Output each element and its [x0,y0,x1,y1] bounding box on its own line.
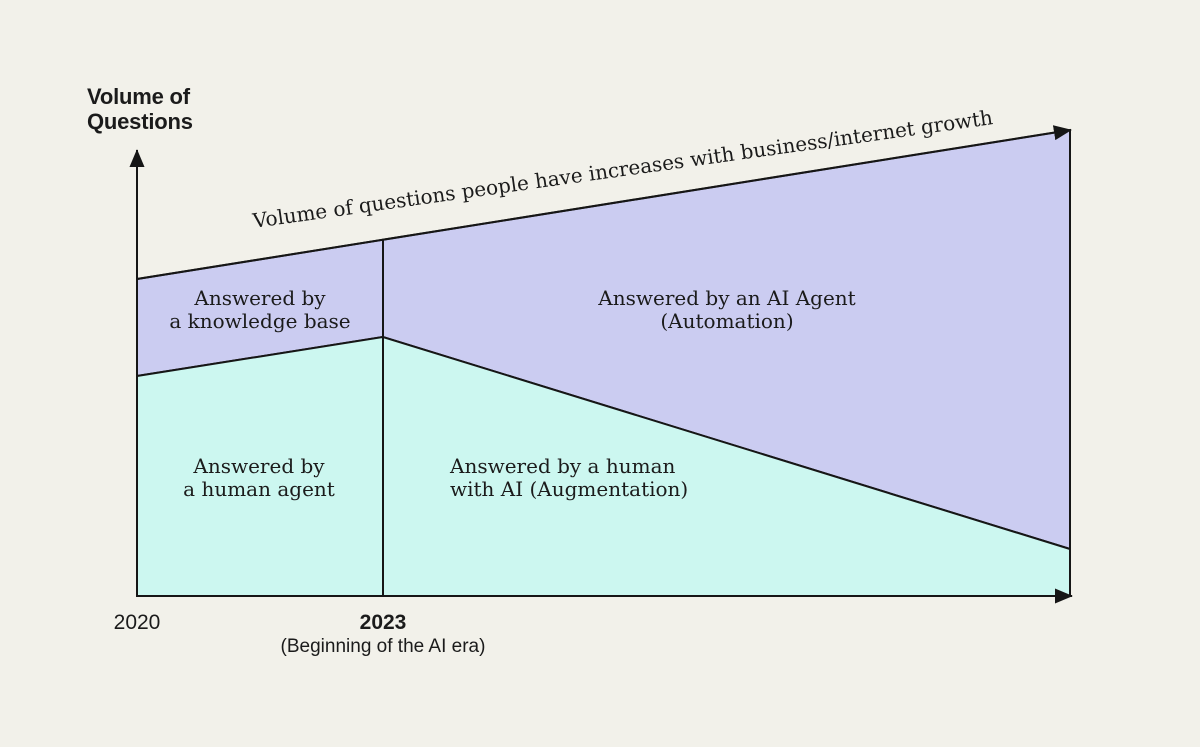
area-label-human-agent-line1: Answered by [193,454,325,478]
area-label-human-with-ai-line2: with AI (Augmentation) [450,477,689,501]
area-label-ai-agent: Answered by an AI Agent (Automation) [598,287,855,333]
growth-trend-line [136,125,1072,280]
y-axis-title-line2: Questions [87,109,193,134]
area-label-knowledge-base: Answered by a knowledge base [169,287,350,333]
area-label-knowledge-base-line1: Answered by [194,286,326,310]
y-axis-title-line1: Volume of [87,84,190,109]
x-tick-2023: 2023 [359,611,407,634]
x-tick-2023-caption: (Beginning of the AI era) [280,636,486,657]
area-label-human-with-ai: Answered by a human with AI (Augmentatio… [450,455,688,501]
area-label-knowledge-base-line2: a knowledge base [169,309,351,333]
area-label-ai-agent-line1: Answered by an AI Agent [598,286,856,310]
y-axis-title: Volume of Questions [87,84,193,134]
area-label-human-with-ai-line1: Answered by a human [450,454,676,478]
area-label-human-agent: Answered by a human agent [183,455,335,501]
x-tick-2020: 2020 [113,611,161,634]
area-label-ai-agent-line2: (Automation) [660,309,794,333]
area-label-human-agent-line2: a human agent [183,477,335,501]
